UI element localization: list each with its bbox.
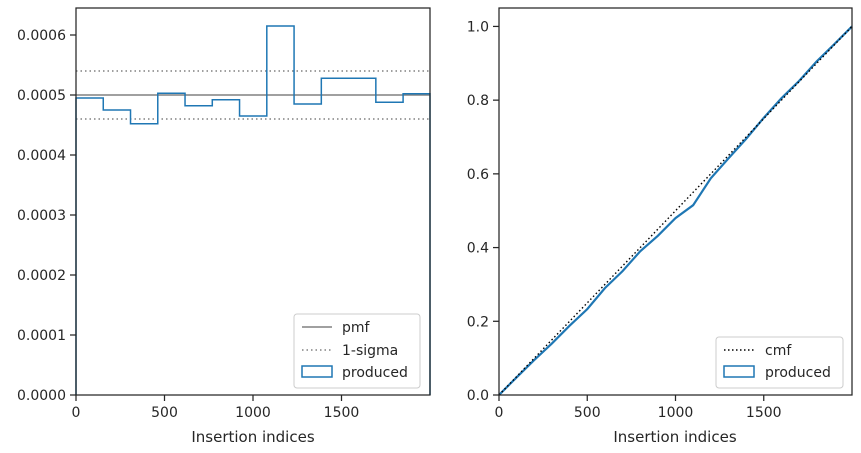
right-x-tick-label: 500 (574, 405, 601, 421)
produced-cumulative-line (498, 25, 853, 396)
legend-cmf-label: cmf (765, 343, 792, 359)
left-y-tick-label: 0.0006 (17, 28, 66, 44)
left-chart: 0 500 1000 1500 0.0000 0.0001 0.0002 0.0003 0.00… (17, 7, 431, 446)
produced-histogram (75, 25, 431, 395)
legend-produced-box (301, 365, 333, 378)
left-x-tick-label: 1500 (324, 405, 360, 421)
left-legend: pmf 1-sigma produced (293, 313, 421, 389)
legend-pmf-label: pmf (342, 320, 371, 336)
right-x-tick-label: 1500 (746, 405, 782, 421)
left-x-axis-label: Insertion indices (191, 428, 314, 446)
left-y-tick-label: 0.0002 (17, 268, 66, 284)
legend-1-sigma-label: 1-sigma (342, 343, 398, 359)
left-y-tick-label: 0.0005 (17, 88, 66, 104)
legend-produced-label-right: produced (765, 365, 831, 381)
right-plot-area (499, 8, 852, 395)
right-legend: cmf produced (715, 336, 844, 389)
right-chart: 0 500 1000 1500 0.0 0.2 0.4 0.6 0.8 1.0 Insertion… (467, 7, 853, 446)
right-x-tick-label: 1000 (658, 405, 694, 421)
left-y-tick-label: 0.0003 (17, 208, 66, 224)
right-x-tick-label: 0 (495, 405, 504, 421)
left-x-tick-label: 0 (72, 405, 81, 421)
legend-produced-label: produced (342, 365, 408, 381)
right-y-tick-label: 0.6 (467, 167, 489, 183)
left-y-tick-label: 0.0001 (17, 328, 66, 344)
legend-produced-box-right (723, 365, 755, 378)
right-y-tick-label: 0.8 (467, 93, 489, 109)
right-x-axis-label: Insertion indices (613, 428, 736, 446)
right-y-tick-label: 0.0 (467, 388, 489, 404)
left-y-tick-label: 0.0000 (17, 388, 66, 404)
cmf-line (498, 25, 853, 396)
left-y-tick-label: 0.0004 (17, 148, 66, 164)
right-y-tick-label: 0.2 (467, 314, 489, 330)
left-x-tick-label: 1000 (235, 405, 271, 421)
right-y-tick-label: 1.0 (467, 19, 489, 35)
left-x-tick-label: 500 (151, 405, 178, 421)
right-y-tick-label: 0.4 (467, 241, 489, 257)
